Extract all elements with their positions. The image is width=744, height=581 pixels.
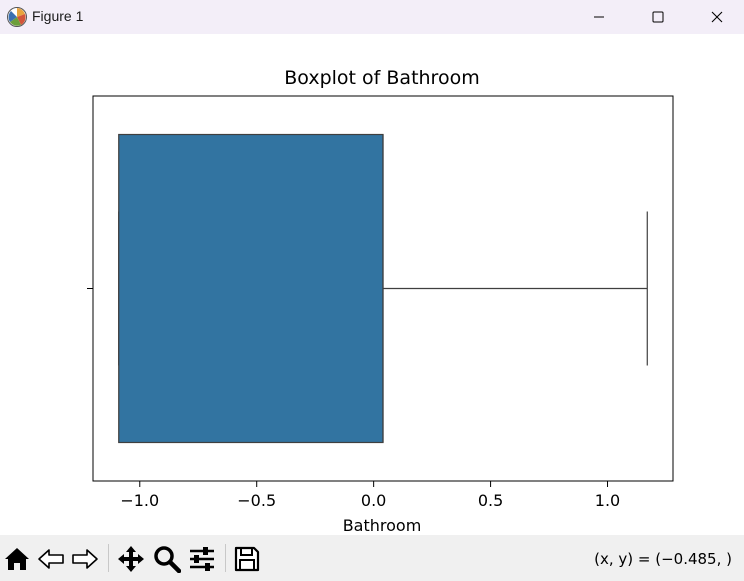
boxplot-chart: Boxplot of Bathroom −1.0 −0.5 0.0 0.5 1.0 Ba… — [87, 67, 674, 535]
forward-icon — [72, 549, 98, 569]
toolbar-separator — [108, 544, 109, 572]
cursor-coordinates: (x, y) = (−0.485, ) — [594, 550, 732, 568]
x-axis-label: Bathroom — [343, 516, 422, 535]
chart-title: Boxplot of Bathroom — [284, 67, 479, 89]
close-button[interactable] — [688, 0, 744, 34]
navigation-toolbar: (x, y) = (−0.485, ) — [0, 535, 744, 581]
back-icon — [38, 549, 64, 569]
save-button[interactable] — [232, 544, 262, 574]
window-title: Figure 1 — [32, 8, 84, 24]
home-icon — [5, 548, 29, 570]
configure-subplots-icon — [190, 547, 214, 571]
save-icon — [234, 546, 260, 572]
figure-canvas[interactable]: Boxplot of Bathroom −1.0 −0.5 0.0 0.5 1.0 Ba… — [0, 34, 744, 535]
zoom-button[interactable] — [152, 544, 182, 574]
x-tick-label: 0.0 — [361, 491, 386, 510]
maximize-icon — [652, 11, 664, 23]
home-button[interactable] — [2, 544, 32, 574]
x-tick-label: 1.0 — [595, 491, 620, 510]
minimize-button[interactable] — [570, 0, 628, 34]
toolbar-separator — [225, 544, 226, 572]
title-bar: Figure 1 — [0, 0, 744, 34]
close-icon — [711, 11, 723, 23]
zoom-icon — [154, 546, 181, 573]
maximize-button[interactable] — [629, 0, 687, 34]
x-tick-label: −1.0 — [120, 491, 159, 510]
x-tick-label: 0.5 — [478, 491, 503, 510]
configure-subplots-button[interactable] — [187, 544, 217, 574]
box-iqr — [118, 133, 384, 444]
back-button[interactable] — [36, 544, 66, 574]
x-tick-label: −0.5 — [237, 491, 276, 510]
pan-button[interactable] — [116, 544, 146, 574]
matplotlib-figure-icon — [7, 7, 27, 27]
pan-icon — [118, 546, 144, 572]
forward-button[interactable] — [70, 544, 100, 574]
minimize-icon — [594, 16, 604, 18]
